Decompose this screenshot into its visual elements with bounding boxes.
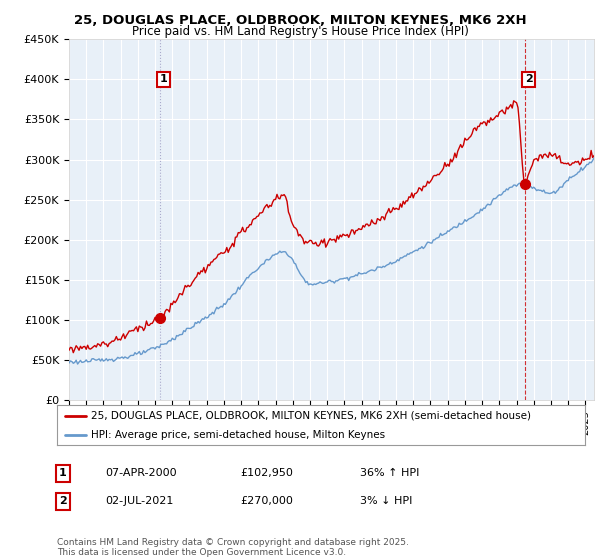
Text: HPI: Average price, semi-detached house, Milton Keynes: HPI: Average price, semi-detached house,… — [91, 430, 385, 440]
Text: 1: 1 — [159, 74, 167, 85]
Text: 1: 1 — [59, 468, 67, 478]
Text: 3% ↓ HPI: 3% ↓ HPI — [360, 496, 412, 506]
Text: £270,000: £270,000 — [240, 496, 293, 506]
Text: Price paid vs. HM Land Registry's House Price Index (HPI): Price paid vs. HM Land Registry's House … — [131, 25, 469, 38]
Text: Contains HM Land Registry data © Crown copyright and database right 2025.
This d: Contains HM Land Registry data © Crown c… — [57, 538, 409, 557]
Text: 25, DOUGLAS PLACE, OLDBROOK, MILTON KEYNES, MK6 2XH: 25, DOUGLAS PLACE, OLDBROOK, MILTON KEYN… — [74, 14, 526, 27]
Text: 02-JUL-2021: 02-JUL-2021 — [105, 496, 173, 506]
Text: 2: 2 — [525, 74, 532, 85]
Text: 07-APR-2000: 07-APR-2000 — [105, 468, 176, 478]
Text: £102,950: £102,950 — [240, 468, 293, 478]
Text: 36% ↑ HPI: 36% ↑ HPI — [360, 468, 419, 478]
Text: 2: 2 — [59, 496, 67, 506]
Text: 25, DOUGLAS PLACE, OLDBROOK, MILTON KEYNES, MK6 2XH (semi-detached house): 25, DOUGLAS PLACE, OLDBROOK, MILTON KEYN… — [91, 411, 532, 421]
